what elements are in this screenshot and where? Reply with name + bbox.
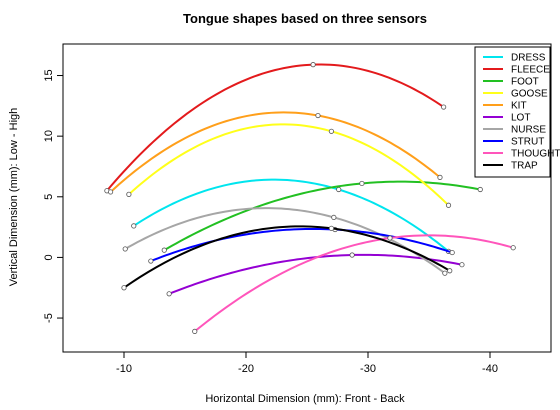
- y-tick-label: -5: [43, 313, 55, 323]
- legend-label-lot: LOT: [511, 113, 530, 124]
- data-point-goose: [445, 202, 452, 208]
- series-line-nurse: [124, 207, 446, 274]
- plot-frame: [62, 43, 552, 353]
- legend-label-goose: GOOSE: [511, 89, 548, 100]
- data-point-trap: [447, 268, 453, 274]
- data-point-lot: [459, 262, 465, 268]
- data-point-strut: [449, 249, 455, 256]
- y-tick-label: 5: [43, 194, 55, 200]
- data-point-nurse: [442, 270, 448, 276]
- data-point-goose: [328, 128, 334, 134]
- data-point-fleece: [441, 104, 447, 110]
- series-line-fleece: [106, 63, 445, 192]
- data-point-lot: [166, 291, 172, 297]
- x-tick-label: -10: [116, 363, 132, 375]
- data-point-kit: [315, 112, 321, 119]
- legend-label-nurse: NURSE: [511, 125, 546, 136]
- legend-label-fleece: FLEECE: [511, 65, 550, 76]
- x-tick-label: -30: [360, 363, 376, 375]
- y-tick-label: 15: [43, 69, 55, 81]
- series-line-dress: [133, 178, 450, 253]
- x-axis: -10 -20 -30 -40: [116, 352, 498, 375]
- data-point-nurse: [122, 246, 128, 252]
- legend-label-dress: DRESS: [511, 53, 546, 64]
- legend-label-thought: THOUGHT: [511, 149, 560, 160]
- data-point-thought: [510, 245, 516, 251]
- data-point-dress: [336, 186, 342, 193]
- data-point-lot: [349, 252, 355, 258]
- legend-label-strut: STRUT: [511, 137, 544, 148]
- series-line-foot: [163, 180, 481, 252]
- series-line-strut: [150, 227, 453, 262]
- data-point-nurse: [331, 214, 337, 221]
- data-point-kit: [437, 174, 443, 180]
- series-line-trap: [123, 225, 451, 289]
- y-axis: -5 0 5 10 15: [43, 69, 63, 323]
- data-point-kit: [107, 189, 114, 195]
- data-point-foot: [161, 247, 167, 253]
- data-point-fleece: [310, 62, 316, 68]
- y-tick-label: 0: [43, 254, 55, 260]
- data-point-thought: [192, 328, 198, 334]
- data-point-foot: [359, 180, 365, 187]
- data-point-thought: [387, 235, 393, 241]
- legend-label-trap: TRAP: [511, 161, 538, 172]
- series-line-kit: [109, 111, 441, 193]
- data-point-goose: [126, 191, 132, 197]
- y-tick-label: 10: [43, 130, 55, 142]
- y-axis-label: Vertical Dimension (mm): Low - High: [8, 108, 20, 287]
- data-point-trap: [121, 285, 127, 291]
- series-line-lot: [168, 253, 463, 295]
- x-tick-label: -40: [482, 363, 498, 375]
- data-point-dress: [131, 223, 137, 229]
- legend-label-foot: FOOT: [511, 77, 539, 88]
- chart-title: Tongue shapes based on three sensors: [183, 11, 427, 26]
- legend-label-kit: KIT: [511, 101, 527, 112]
- x-tick-label: -20: [238, 363, 254, 375]
- series-line-goose: [128, 123, 450, 206]
- x-axis-label: Horizontal Dimension (mm): Front - Back: [205, 393, 405, 405]
- series-layer: [104, 62, 516, 334]
- series-line-thought: [194, 234, 514, 333]
- data-point-trap: [328, 225, 334, 231]
- legend: DRESSFLEECEFOOTGOOSEKITLOTNURSESTRUTTHOU…: [474, 46, 560, 178]
- data-point-strut: [148, 258, 154, 264]
- data-point-foot: [477, 186, 483, 193]
